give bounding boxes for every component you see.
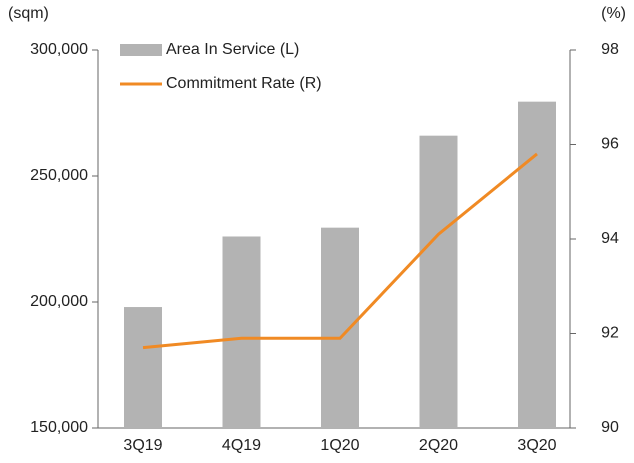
y-tick-label: 200,000 bbox=[30, 293, 88, 310]
bar bbox=[419, 135, 458, 428]
bar bbox=[321, 227, 359, 428]
y-tick-label: 300,000 bbox=[30, 41, 88, 58]
bar bbox=[124, 307, 162, 428]
y2-tick-label: 98 bbox=[601, 41, 619, 58]
x-tick-label: 3Q19 bbox=[123, 437, 162, 454]
y-axis-label: (sqm) bbox=[8, 5, 49, 22]
y2-tick-label: 90 bbox=[601, 419, 619, 436]
bar bbox=[222, 236, 261, 428]
y-tick-label: 250,000 bbox=[30, 167, 88, 184]
line bbox=[142, 152, 538, 350]
legend-label: Area In Service (L) bbox=[166, 41, 299, 58]
x-tick-label: 1Q20 bbox=[320, 437, 359, 454]
y2-tick-label: 92 bbox=[601, 325, 619, 342]
bar bbox=[518, 101, 556, 428]
legend-swatch bbox=[120, 44, 162, 56]
x-tick-label: 4Q19 bbox=[222, 437, 261, 454]
y-tick-label: 150,000 bbox=[30, 419, 88, 436]
y2-axis-label: (%) bbox=[601, 5, 626, 22]
legend-label: Commitment Rate (R) bbox=[166, 75, 322, 92]
x-tick-label: 2Q20 bbox=[419, 437, 458, 454]
y2-tick-label: 94 bbox=[601, 230, 619, 247]
x-tick-label: 3Q20 bbox=[517, 437, 556, 454]
y2-tick-label: 96 bbox=[601, 136, 619, 153]
